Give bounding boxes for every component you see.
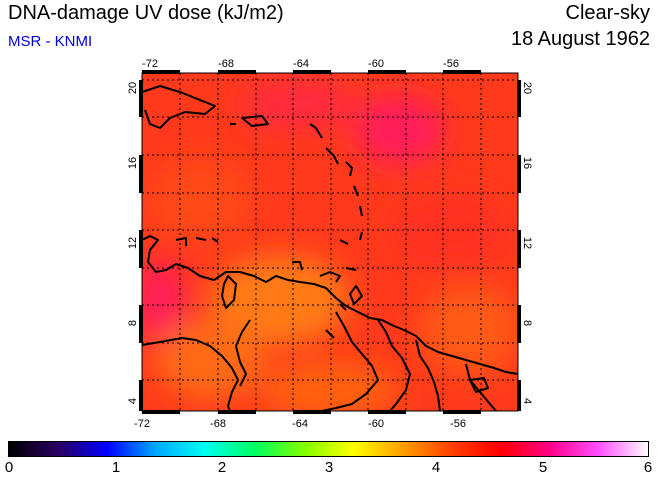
scale-label: 4 bbox=[431, 459, 441, 476]
field-orange-patch bbox=[210, 255, 350, 345]
lat-tick-right: 8 bbox=[521, 320, 533, 326]
lat-tick-left: 12 bbox=[127, 237, 139, 249]
lat-tick-left: 8 bbox=[127, 320, 139, 326]
color-scale-bar bbox=[8, 441, 649, 457]
lon-tick-bottom: -68 bbox=[210, 418, 226, 430]
lon-tick-top: -56 bbox=[443, 58, 459, 70]
lon-tick-bottom: -60 bbox=[368, 418, 384, 430]
lat-tick-right: 12 bbox=[521, 237, 533, 249]
lat-tick-right: 4 bbox=[521, 398, 533, 404]
dose-field bbox=[142, 73, 518, 411]
lat-tick-right: 20 bbox=[521, 82, 533, 94]
lat-tick-left: 20 bbox=[127, 82, 139, 94]
lon-tick-top: -68 bbox=[218, 58, 234, 70]
map-title: DNA-damage UV dose (kJ/m2) bbox=[8, 2, 284, 24]
frame-ticks bbox=[139, 70, 521, 414]
scale-label: 0 bbox=[4, 459, 14, 476]
source-label: MSR - KNMI bbox=[8, 33, 93, 50]
scale-label: 6 bbox=[643, 459, 653, 476]
lon-tick-top: -60 bbox=[368, 58, 384, 70]
uv-dose-map: -72 -68 -64 -60 -56 -72 -68 -64 -60 -56 … bbox=[127, 58, 533, 430]
lon-tick-bottom: -72 bbox=[134, 418, 150, 430]
lon-tick-top: -64 bbox=[293, 58, 309, 70]
field-high-patch bbox=[355, 95, 445, 165]
graticule bbox=[142, 73, 518, 411]
lat-tick-left: 4 bbox=[127, 398, 139, 404]
coastlines bbox=[142, 85, 518, 411]
lat-tick-right: 16 bbox=[521, 157, 533, 169]
scale-label: 5 bbox=[538, 459, 548, 476]
lon-tick-bottom: -64 bbox=[292, 418, 308, 430]
scale-label: 3 bbox=[324, 459, 334, 476]
lon-tick-bottom: -56 bbox=[450, 418, 466, 430]
date-label: 18 August 1962 bbox=[510, 28, 650, 50]
lat-tick-left: 16 bbox=[127, 157, 139, 169]
lon-tick-top: -72 bbox=[142, 58, 158, 70]
product-label: Clear-sky bbox=[565, 2, 650, 24]
scale-label: 1 bbox=[111, 459, 121, 476]
scale-label: 2 bbox=[217, 459, 227, 476]
